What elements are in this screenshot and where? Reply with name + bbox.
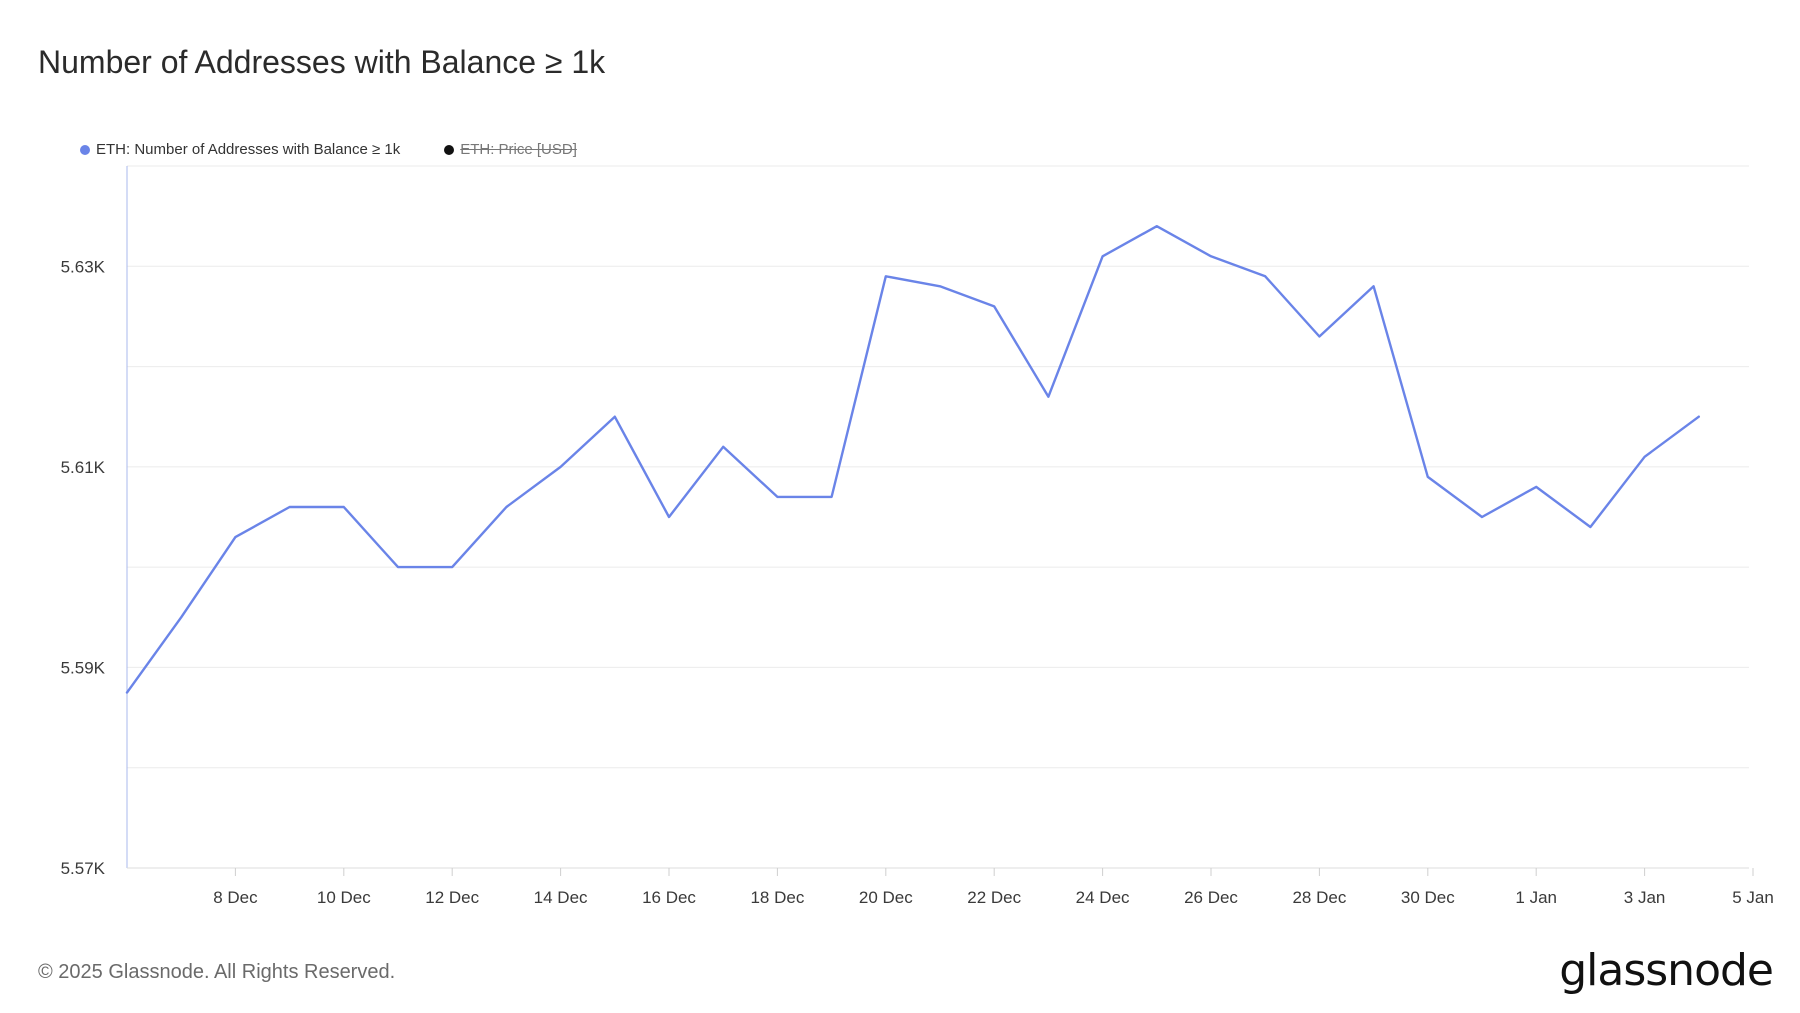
y-axis: 5.57K 5.59K 5.61K 5.63K bbox=[61, 166, 128, 878]
legend-dot-price-icon bbox=[444, 144, 455, 155]
y-tick-label: 5.61K bbox=[61, 458, 106, 477]
x-tick-label: 20 Dec bbox=[859, 888, 913, 907]
chart-title: Number of Addresses with Balance ≥ 1k bbox=[38, 44, 606, 80]
x-tick-label: 12 Dec bbox=[425, 888, 479, 907]
x-tick-label: 10 Dec bbox=[317, 888, 371, 907]
x-tick-label: 14 Dec bbox=[534, 888, 588, 907]
y-tick-label: 5.57K bbox=[61, 859, 106, 878]
x-axis: 8 Dec 10 Dec 12 Dec 14 Dec 16 Dec 18 Dec 20 De… bbox=[127, 867, 1774, 907]
series-line-addresses bbox=[125, 224, 1701, 694]
x-tick-label: 28 Dec bbox=[1292, 888, 1346, 907]
x-tick-label: 26 Dec bbox=[1184, 888, 1238, 907]
copyright-footer: © 2025 Glassnode. All Rights Reserved. bbox=[38, 961, 396, 983]
series-layer bbox=[125, 224, 1701, 694]
x-tick-label: 18 Dec bbox=[750, 888, 804, 907]
x-tick-label: 8 Dec bbox=[213, 888, 258, 907]
legend-item-price[interactable]: ETH: Price [USD] bbox=[444, 141, 577, 158]
legend-label-price: ETH: Price [USD] bbox=[460, 141, 577, 158]
x-tick-label: 22 Dec bbox=[967, 888, 1021, 907]
x-tick-label: 1 Jan bbox=[1515, 888, 1557, 907]
glassnode-logo: glassnode bbox=[1559, 945, 1774, 996]
legend-label-addresses: ETH: Number of Addresses with Balance ≥ … bbox=[96, 141, 401, 158]
x-tick-label: 30 Dec bbox=[1401, 888, 1455, 907]
y-tick-label: 5.59K bbox=[61, 658, 106, 677]
x-tick-label: 16 Dec bbox=[642, 888, 696, 907]
grid-lines bbox=[127, 165, 1749, 869]
x-tick-label: 5 Jan bbox=[1732, 888, 1774, 907]
chart-legend: ETH: Number of Addresses with Balance ≥ … bbox=[80, 141, 621, 158]
legend-dot-addresses-icon bbox=[80, 144, 90, 155]
x-tick-label: 24 Dec bbox=[1076, 888, 1130, 907]
y-tick-label: 5.63K bbox=[61, 257, 106, 276]
legend-item-addresses[interactable]: ETH: Number of Addresses with Balance ≥ … bbox=[80, 141, 400, 158]
x-tick-label: 3 Jan bbox=[1624, 888, 1666, 907]
